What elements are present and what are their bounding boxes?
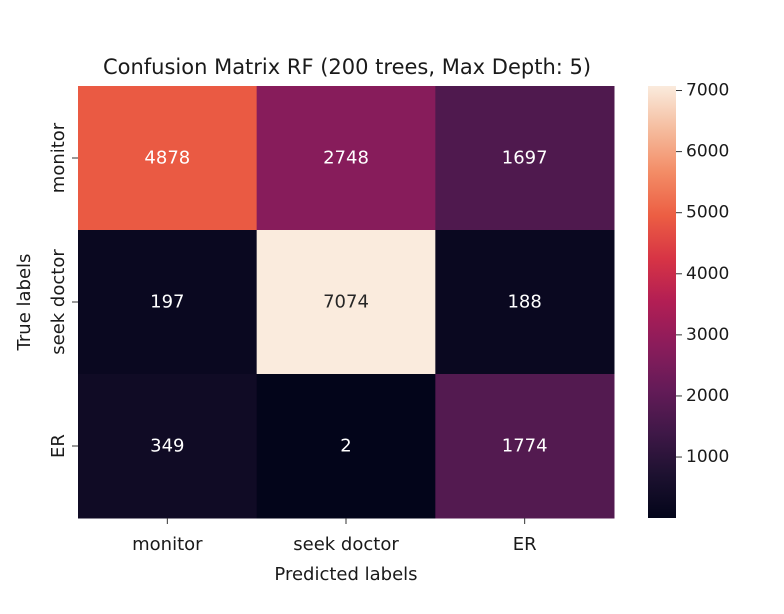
colorbar-gradient	[648, 86, 676, 518]
colorbar-tick-label: 5000	[686, 203, 729, 223]
cell-value-label: 188	[507, 292, 541, 313]
colorbar-ticks: 1000 2000 3000 4000 5000 6000 7000	[676, 81, 729, 467]
heatmap-cell-r1-c2	[435, 230, 615, 375]
cell-value-label: 7074	[323, 292, 369, 313]
heatmap-cell-r2-c2	[435, 374, 615, 519]
heatmap-cell-r1-c0	[78, 230, 258, 375]
colorbar-tick-label: 6000	[686, 142, 729, 162]
x-axis-label: Predicted labels	[274, 564, 417, 585]
y-tick-label: ER	[48, 434, 69, 458]
colorbar-tick-label: 2000	[686, 386, 729, 406]
y-axis-label: True labels	[14, 254, 35, 352]
heatmap-cell-r1-c1	[256, 230, 436, 375]
y-tick-labels: monitor seek doctor ER	[48, 122, 78, 458]
heatmap-cell-r0-c0	[78, 86, 258, 231]
colorbar-tick-label: 3000	[686, 325, 729, 345]
cell-value-label: 1697	[502, 148, 548, 169]
x-tick-labels: monitor seek doctor ER	[132, 518, 537, 555]
colorbar-tick-label: 4000	[686, 264, 729, 284]
heatmap-cell-labels: 4878 2748 1697 197 7074 188 349 2 1774	[144, 148, 547, 457]
cell-value-label: 2	[340, 436, 351, 457]
heatmap-cell-r0-c2	[435, 86, 615, 231]
cell-value-label: 349	[150, 436, 184, 457]
x-tick-label: seek doctor	[293, 534, 399, 555]
heatmap-cell-r2-c0	[78, 374, 258, 519]
heatmap-cell-r2-c1	[256, 374, 436, 519]
colorbar-tick-label: 1000	[686, 447, 729, 467]
chart-title: Confusion Matrix RF (200 trees, Max Dept…	[103, 55, 591, 79]
cell-value-label: 197	[150, 292, 184, 313]
x-tick-label: monitor	[132, 534, 203, 555]
y-tick-label: monitor	[48, 122, 69, 193]
y-tick-label: seek doctor	[48, 249, 69, 355]
colorbar-tick-label: 7000	[686, 81, 729, 101]
x-tick-label: ER	[513, 534, 537, 555]
colorbar: 1000 2000 3000 4000 5000 6000 7000	[648, 81, 729, 518]
cell-value-label: 4878	[144, 148, 190, 169]
heatmap-cell-r0-c1	[256, 86, 436, 231]
cell-value-label: 2748	[323, 148, 369, 169]
cell-value-label: 1774	[502, 436, 548, 457]
heatmap-cells	[78, 86, 615, 519]
